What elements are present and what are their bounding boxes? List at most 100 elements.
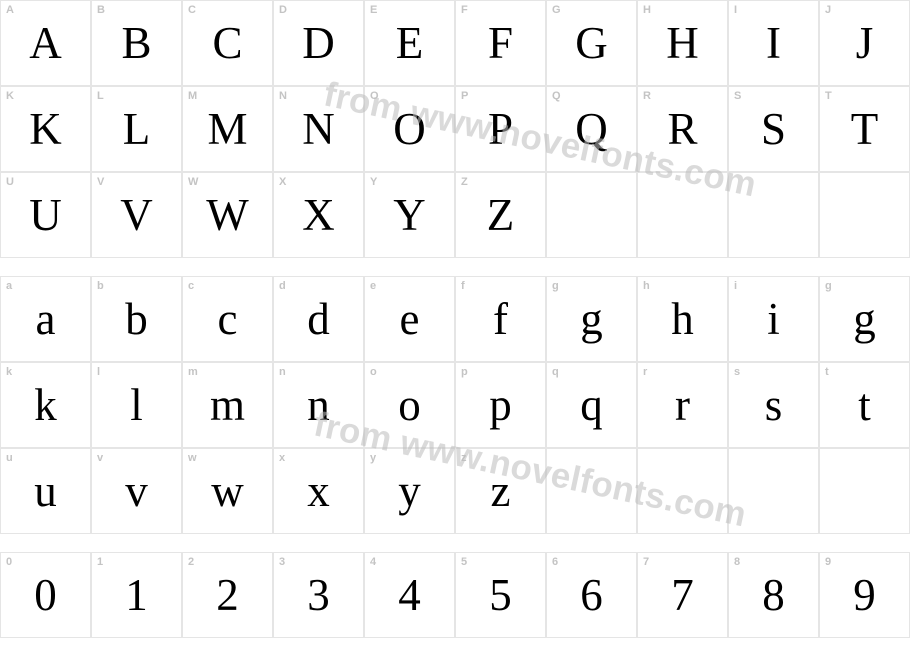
glyph: F bbox=[456, 1, 545, 85]
glyph: a bbox=[1, 277, 90, 361]
char-cell: hh bbox=[637, 276, 728, 362]
key-label: x bbox=[279, 452, 285, 464]
key-label: u bbox=[6, 452, 13, 464]
glyph: N bbox=[274, 87, 363, 171]
glyph: I bbox=[729, 1, 818, 85]
glyph: J bbox=[820, 1, 909, 85]
char-cell: 77 bbox=[637, 552, 728, 638]
glyph: R bbox=[638, 87, 727, 171]
char-cell: FF bbox=[455, 0, 546, 86]
glyph: Z bbox=[456, 173, 545, 257]
char-row: aabbccddeeffgghhiigg bbox=[0, 276, 911, 362]
char-cell: KK bbox=[0, 86, 91, 172]
key-label: I bbox=[734, 4, 737, 16]
glyph: B bbox=[92, 1, 181, 85]
glyph: s bbox=[729, 363, 818, 447]
key-label: w bbox=[188, 452, 197, 464]
key-label: 5 bbox=[461, 556, 467, 568]
key-label: W bbox=[188, 176, 198, 188]
glyph: y bbox=[365, 449, 454, 533]
char-cell: ww bbox=[182, 448, 273, 534]
glyph: b bbox=[92, 277, 181, 361]
glyph: 2 bbox=[183, 553, 272, 637]
glyph: G bbox=[547, 1, 636, 85]
glyph bbox=[729, 449, 818, 533]
key-label: g bbox=[552, 280, 559, 292]
key-label: o bbox=[370, 366, 377, 378]
key-label: d bbox=[279, 280, 286, 292]
glyph: X bbox=[274, 173, 363, 257]
glyph: O bbox=[365, 87, 454, 171]
char-cell bbox=[819, 448, 910, 534]
key-label: p bbox=[461, 366, 468, 378]
key-label: a bbox=[6, 280, 12, 292]
char-cell: JJ bbox=[819, 0, 910, 86]
char-cell: UU bbox=[0, 172, 91, 258]
key-label: K bbox=[6, 90, 14, 102]
char-cell: zz bbox=[455, 448, 546, 534]
char-row: 00112233445566778899 bbox=[0, 552, 911, 638]
char-cell: aa bbox=[0, 276, 91, 362]
key-label: P bbox=[461, 90, 468, 102]
key-label: k bbox=[6, 366, 12, 378]
char-cell: 00 bbox=[0, 552, 91, 638]
char-cell: II bbox=[728, 0, 819, 86]
key-label: V bbox=[97, 176, 104, 188]
glyph: 6 bbox=[547, 553, 636, 637]
key-label: n bbox=[279, 366, 286, 378]
char-cell: AA bbox=[0, 0, 91, 86]
glyph: S bbox=[729, 87, 818, 171]
char-cell: ii bbox=[728, 276, 819, 362]
key-label: s bbox=[734, 366, 740, 378]
key-label: S bbox=[734, 90, 741, 102]
char-cell: dd bbox=[273, 276, 364, 362]
char-cell: oo bbox=[364, 362, 455, 448]
key-label: E bbox=[370, 4, 377, 16]
glyph: 4 bbox=[365, 553, 454, 637]
key-label: N bbox=[279, 90, 287, 102]
char-cell: CC bbox=[182, 0, 273, 86]
char-cell: 88 bbox=[728, 552, 819, 638]
char-cell: TT bbox=[819, 86, 910, 172]
key-label: R bbox=[643, 90, 651, 102]
char-cell: rr bbox=[637, 362, 728, 448]
char-cell: VV bbox=[91, 172, 182, 258]
char-cell: NN bbox=[273, 86, 364, 172]
glyph: z bbox=[456, 449, 545, 533]
glyph: q bbox=[547, 363, 636, 447]
glyph: T bbox=[820, 87, 909, 171]
key-label: g bbox=[825, 280, 832, 292]
key-label: v bbox=[97, 452, 103, 464]
font-character-map: AABBCCDDEEFFGGHHIIJJKKLLMMNNOOPPQQRRSSTT… bbox=[0, 0, 911, 668]
char-cell: qq bbox=[546, 362, 637, 448]
char-cell: yy bbox=[364, 448, 455, 534]
key-label: D bbox=[279, 4, 287, 16]
key-label: T bbox=[825, 90, 832, 102]
glyph: 0 bbox=[1, 553, 90, 637]
char-cell bbox=[819, 172, 910, 258]
char-cell: ZZ bbox=[455, 172, 546, 258]
key-label: y bbox=[370, 452, 376, 464]
key-label: 2 bbox=[188, 556, 194, 568]
key-label: 4 bbox=[370, 556, 376, 568]
char-cell: vv bbox=[91, 448, 182, 534]
glyph: 7 bbox=[638, 553, 727, 637]
char-cell: 55 bbox=[455, 552, 546, 638]
glyph: d bbox=[274, 277, 363, 361]
glyph: 3 bbox=[274, 553, 363, 637]
glyph: H bbox=[638, 1, 727, 85]
char-cell: xx bbox=[273, 448, 364, 534]
char-cell: BB bbox=[91, 0, 182, 86]
glyph bbox=[547, 449, 636, 533]
glyph bbox=[820, 449, 909, 533]
glyph: w bbox=[183, 449, 272, 533]
row-gap bbox=[0, 534, 911, 552]
char-cell: 99 bbox=[819, 552, 910, 638]
key-label: B bbox=[97, 4, 105, 16]
glyph: U bbox=[1, 173, 90, 257]
key-label: 6 bbox=[552, 556, 558, 568]
glyph: c bbox=[183, 277, 272, 361]
key-label: t bbox=[825, 366, 829, 378]
char-cell: mm bbox=[182, 362, 273, 448]
glyph: x bbox=[274, 449, 363, 533]
